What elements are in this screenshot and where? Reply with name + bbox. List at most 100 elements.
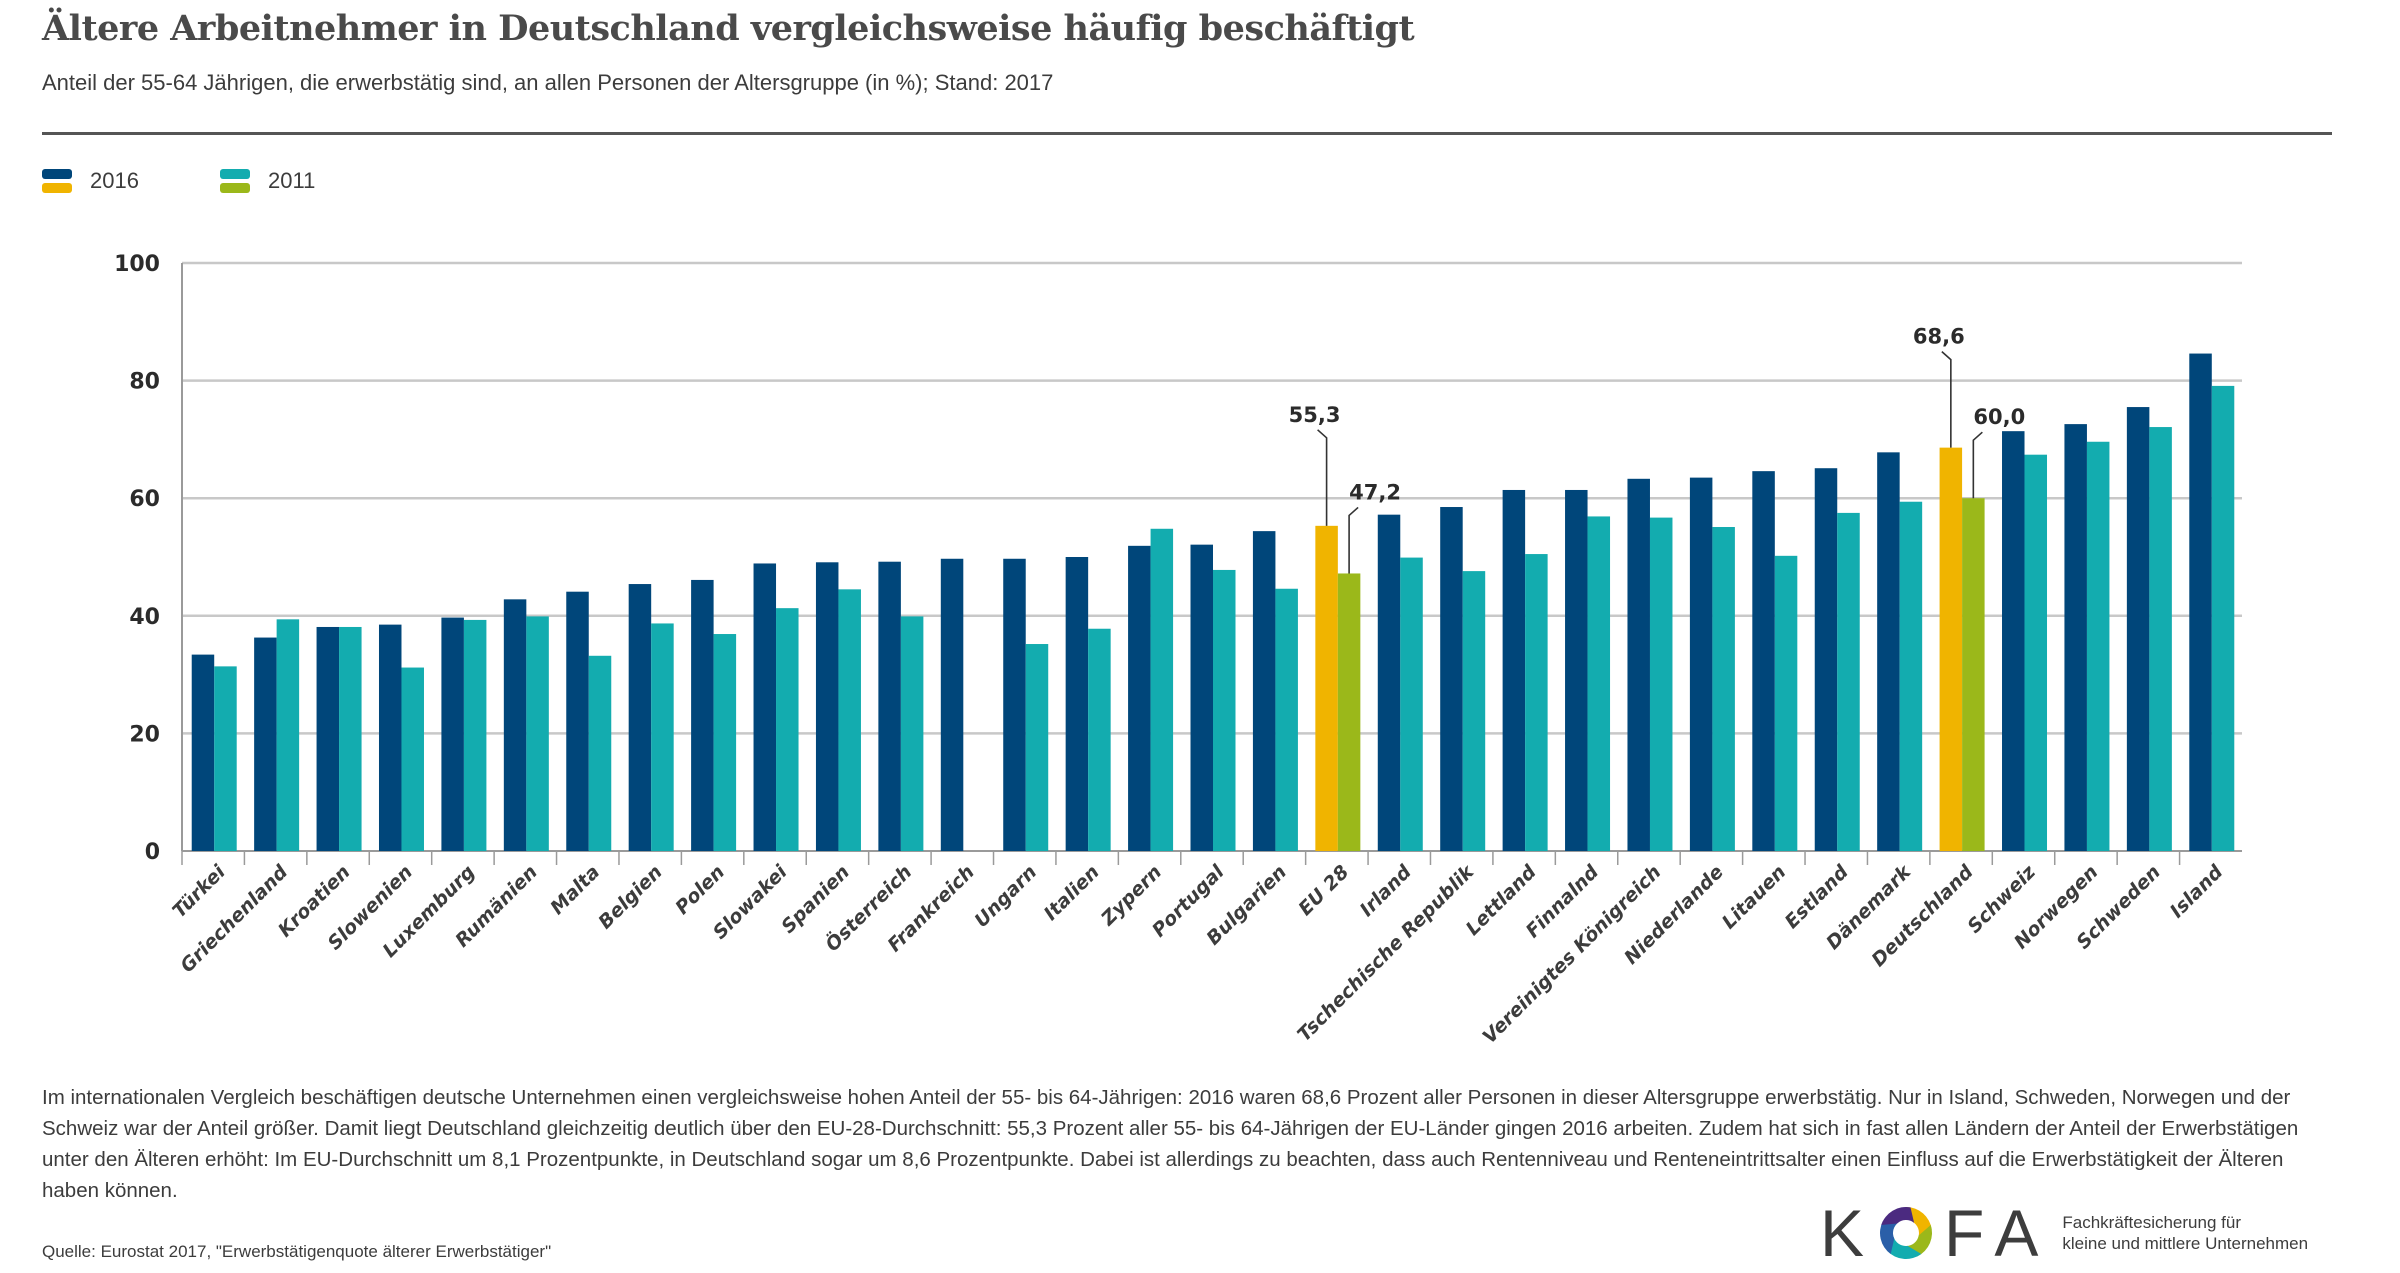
legend-label: 2016 bbox=[90, 168, 139, 193]
bar-2011 bbox=[2149, 427, 2172, 851]
legend-swatch-highlight bbox=[220, 183, 250, 193]
bar-2016 bbox=[753, 563, 777, 851]
bar-2011 bbox=[651, 623, 674, 851]
x-tick-label: Griechenland bbox=[176, 861, 292, 977]
bar-2011 bbox=[401, 667, 424, 851]
bar-2016 bbox=[1752, 471, 1775, 851]
logo-tagline-line2: kleine und mittlere Unternehmen bbox=[2062, 1234, 2309, 1253]
bar-2016 bbox=[1190, 544, 1213, 851]
legend-swatch-highlight bbox=[42, 183, 72, 193]
bar-2011 bbox=[526, 616, 549, 851]
bar-2016 bbox=[1315, 525, 1338, 851]
data-label: 60,0 bbox=[1973, 405, 2025, 429]
bar-2016 bbox=[691, 579, 714, 851]
logo-swirl-segment bbox=[1880, 1220, 1899, 1255]
bar-2016 bbox=[566, 591, 589, 851]
bar-2016 bbox=[503, 599, 527, 851]
bar-2016 bbox=[191, 654, 215, 851]
bar-2016 bbox=[1565, 489, 1588, 851]
bar-2011 bbox=[588, 655, 612, 851]
bar-2011 bbox=[1962, 498, 1985, 851]
bar-2016 bbox=[1003, 558, 1026, 851]
bar-2011 bbox=[1774, 555, 1798, 851]
legend-swatch-2016 bbox=[42, 169, 72, 193]
bar-2011 bbox=[2211, 385, 2235, 851]
legend-item-2016: 2016 bbox=[42, 168, 139, 194]
bar-2016 bbox=[1377, 514, 1401, 851]
bar-2011 bbox=[276, 619, 300, 851]
logo-swirl-segment bbox=[1887, 1236, 1922, 1259]
bar-2011 bbox=[2086, 441, 2110, 851]
bar-2011 bbox=[1462, 571, 1486, 851]
bar-2011 bbox=[1025, 644, 1049, 851]
bar-2016 bbox=[2064, 424, 2087, 851]
logo-swirl-icon bbox=[1880, 1207, 1933, 1259]
bar-2011 bbox=[1587, 516, 1611, 851]
header-divider bbox=[42, 132, 2332, 135]
legend-swatch-regular bbox=[220, 169, 250, 179]
bar-2016 bbox=[1627, 478, 1650, 851]
annotation-leader bbox=[1348, 506, 1359, 574]
x-tick-label: Italien bbox=[1040, 861, 1104, 925]
bar-2016 bbox=[628, 584, 652, 851]
data-label: 47,2 bbox=[1349, 480, 1401, 504]
x-tick-label: Irland bbox=[1356, 861, 1416, 921]
y-tick-label: 20 bbox=[129, 722, 160, 747]
x-tick-label: Island bbox=[2166, 861, 2228, 923]
data-label: 68,6 bbox=[1913, 325, 1965, 349]
bar-2016 bbox=[1065, 557, 1089, 851]
bar-2011 bbox=[838, 589, 861, 851]
bar-2011 bbox=[1088, 628, 1111, 851]
annotation-leader bbox=[1972, 431, 1983, 499]
data-label: 55,3 bbox=[1289, 403, 1341, 427]
logo-letter: F bbox=[1944, 1196, 1995, 1270]
bar-2016 bbox=[1440, 507, 1463, 851]
bar-2011 bbox=[339, 626, 362, 851]
y-tick-label: 60 bbox=[129, 487, 160, 512]
bar-2011 bbox=[1525, 554, 1548, 851]
chart-subtitle: Anteil der 55-64 Jährigen, die erwerbstä… bbox=[42, 70, 1054, 95]
x-tick-label: Türkei bbox=[168, 861, 230, 923]
bar-2016 bbox=[378, 624, 402, 851]
bar-2011 bbox=[2024, 454, 2048, 851]
bar-2016 bbox=[316, 626, 340, 851]
bar-2011 bbox=[1275, 588, 1298, 851]
annotation-leader bbox=[1317, 429, 1328, 526]
bar-2011 bbox=[1150, 528, 1174, 851]
bar-2011 bbox=[1649, 517, 1673, 851]
logo-letter: A bbox=[1994, 1196, 2049, 1270]
x-tick-label: Polen bbox=[671, 861, 729, 919]
bar-2011 bbox=[214, 666, 237, 851]
logo-letter: K bbox=[1820, 1196, 1875, 1270]
annotation-leader bbox=[1941, 351, 1952, 448]
bar-2016 bbox=[2002, 431, 2025, 851]
x-tick-label: Belgien bbox=[594, 861, 666, 933]
y-tick-label: 0 bbox=[145, 840, 160, 865]
logo-tagline-line1: Fachkräftesicherung für bbox=[2062, 1213, 2241, 1232]
x-tick-label: Ungarn bbox=[970, 861, 1041, 932]
y-tick-label: 40 bbox=[129, 605, 160, 630]
y-tick-label: 80 bbox=[129, 370, 160, 395]
bar-2011 bbox=[1837, 512, 1860, 851]
bar-2016 bbox=[2126, 407, 2150, 851]
legend-label: 2011 bbox=[268, 168, 316, 193]
bar-2016 bbox=[1939, 447, 1963, 851]
legend-swatch-regular bbox=[42, 169, 72, 179]
bar-2011 bbox=[1337, 573, 1361, 851]
x-tick-label: Litauen bbox=[1718, 861, 1790, 933]
bar-chart: 020406080100TürkeiGriechenlandKroatienSl… bbox=[114, 252, 2242, 1048]
bar-2016 bbox=[1814, 468, 1838, 851]
bar-2011 bbox=[1400, 557, 1423, 851]
source-note: Quelle: Eurostat 2017, "Erwerbstätigenqu… bbox=[42, 1242, 552, 1261]
bar-2016 bbox=[254, 637, 277, 851]
bar-2016 bbox=[2189, 353, 2212, 851]
bar-2016 bbox=[815, 562, 839, 851]
bar-2016 bbox=[441, 617, 464, 851]
body-text: Im internationalen Vergleich beschäftige… bbox=[42, 1086, 2299, 1202]
bar-2011 bbox=[463, 619, 487, 851]
bar-2016 bbox=[1877, 452, 1900, 851]
x-tick-label: Malta bbox=[546, 861, 604, 919]
logo-tagline: Fachkräftesicherung für kleine und mittl… bbox=[2062, 1212, 2308, 1254]
bar-2016 bbox=[1689, 477, 1713, 851]
bar-2016 bbox=[1502, 489, 1526, 851]
